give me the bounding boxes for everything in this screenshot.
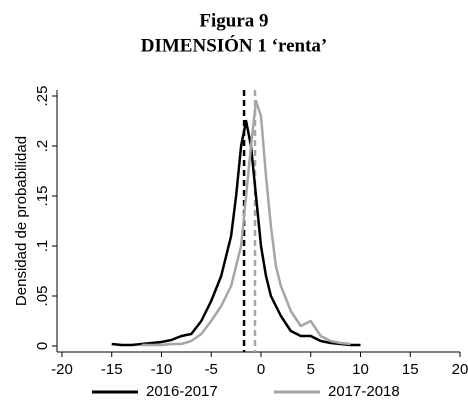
x-tick-label: 5 <box>307 361 315 378</box>
line-series <box>111 119 361 347</box>
x-tick-label: 20 <box>452 361 468 378</box>
x-tick-label: -10 <box>151 361 173 378</box>
x-tick-label: -15 <box>101 361 123 378</box>
x-tick-label: 0 <box>257 361 265 378</box>
x-tick-label: -5 <box>205 361 218 378</box>
y-tick-label: .1 <box>34 240 51 253</box>
chart-title: Figura 9 <box>199 10 268 31</box>
line-series <box>141 99 351 347</box>
x-tick-label: 15 <box>402 361 419 378</box>
legend-label: 2017-2018 <box>328 383 400 400</box>
legend-label: 2016-2017 <box>146 383 218 400</box>
x-tick-label: 10 <box>352 361 369 378</box>
y-tick-label: .2 <box>34 140 51 153</box>
y-tick-label: .05 <box>34 286 51 307</box>
y-tick-label: .25 <box>34 86 51 107</box>
chart-subtitle: DIMENSIÓN 1 ‘renta’ <box>141 34 327 56</box>
x-tick-label: -20 <box>51 361 73 378</box>
y-tick-label: 0 <box>34 342 51 350</box>
y-axis-label: Densidad de probabilidad <box>13 136 30 306</box>
y-tick-label: .15 <box>34 186 51 207</box>
